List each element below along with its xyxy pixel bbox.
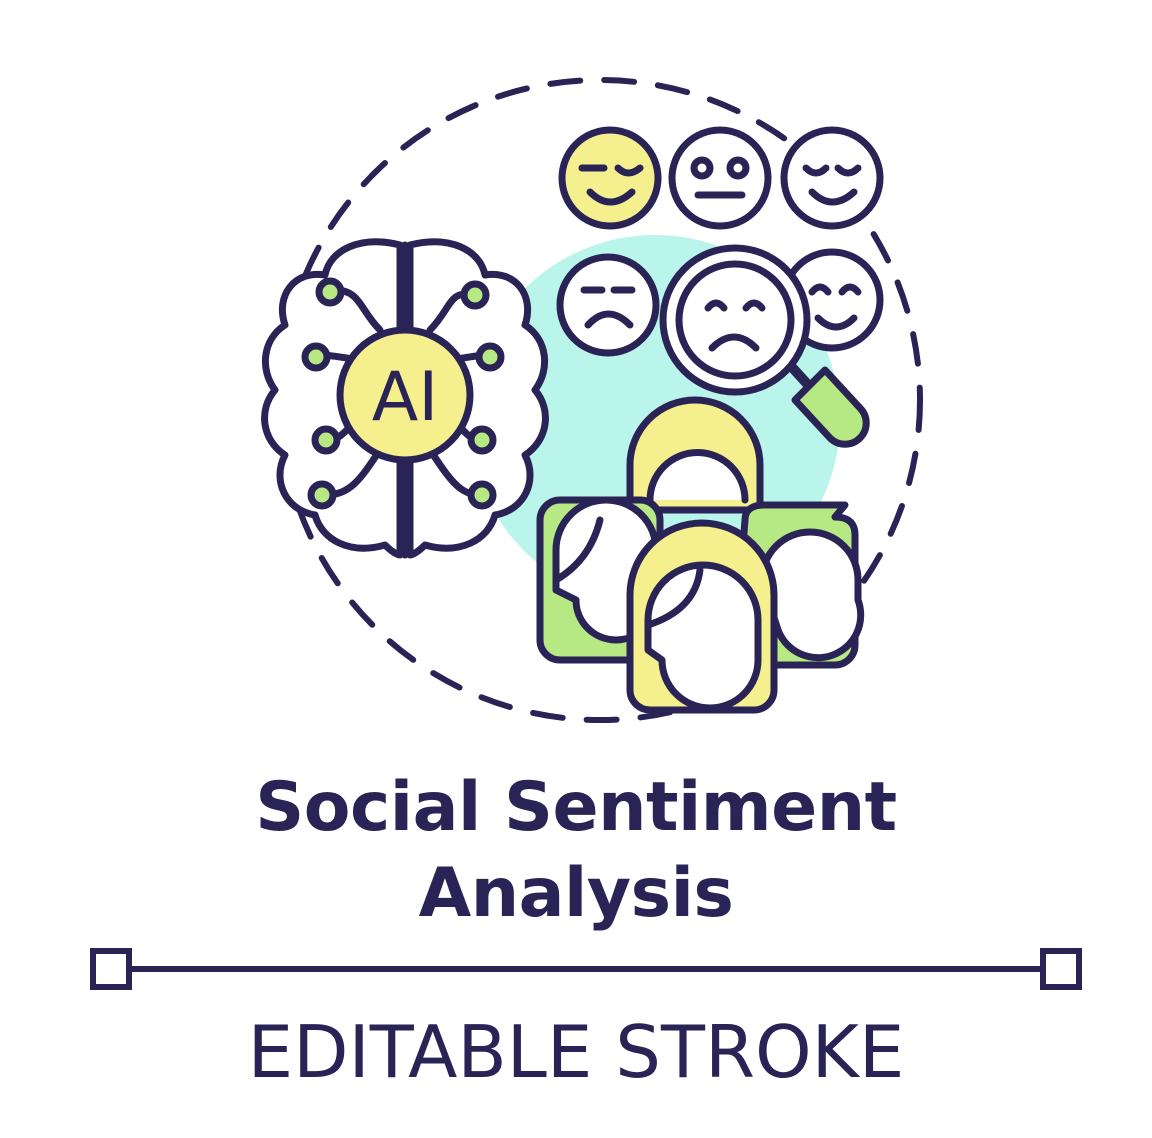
sad-face-icon (556, 253, 660, 357)
ai-badge (336, 326, 474, 464)
title-line-2: Analysis (418, 854, 734, 933)
happy-face-icon (558, 126, 662, 230)
neutral-face-icon (668, 126, 772, 230)
divider-line (90, 948, 1082, 990)
ai-badge-label: AI (372, 358, 439, 437)
illustration: AI (261, 77, 923, 723)
title-line-1: Social Sentiment (255, 768, 897, 847)
subtitle: EDITABLE STROKE (247, 1010, 905, 1094)
brain-icon: AI (261, 238, 549, 559)
content-face-icon (780, 126, 884, 230)
magnifier-icon (659, 244, 870, 448)
people-group-icon (536, 396, 865, 714)
